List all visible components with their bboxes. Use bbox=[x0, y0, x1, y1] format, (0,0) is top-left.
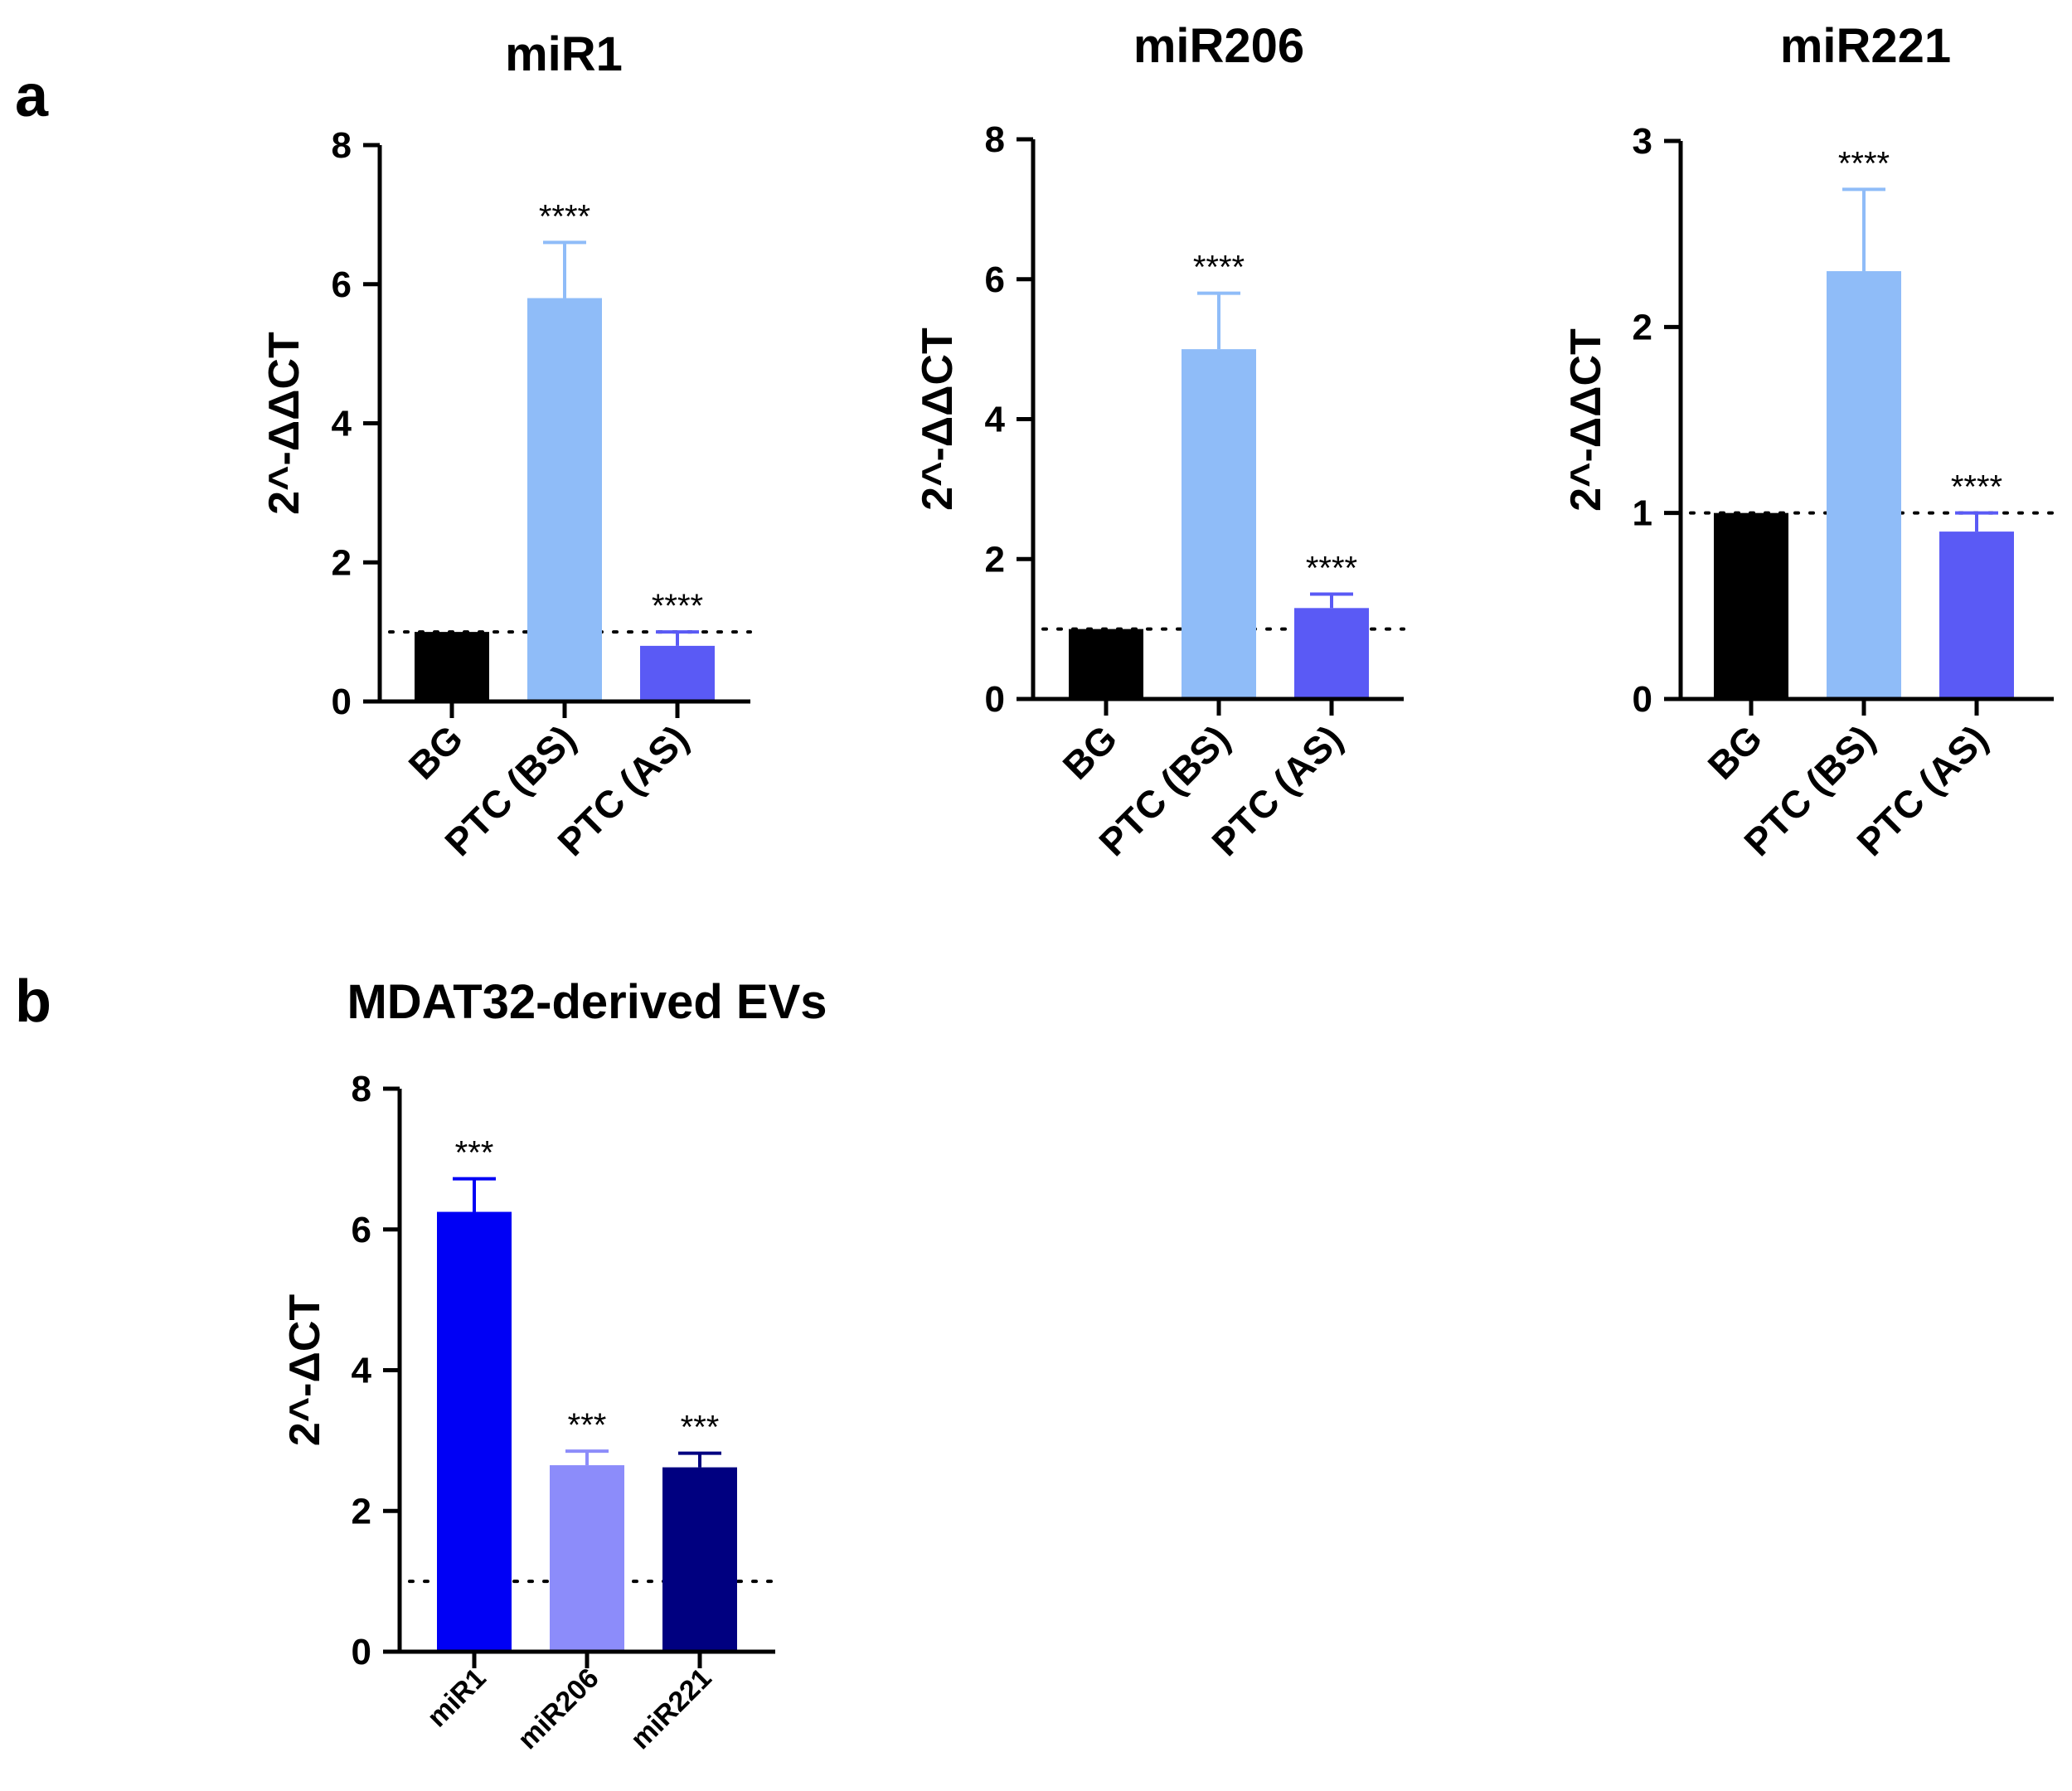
chart3-y-tick-label-1: 0 bbox=[1633, 679, 1652, 720]
chart2-category-label-1: BG bbox=[1055, 716, 1126, 788]
chart4-significance-2: *** bbox=[568, 1407, 607, 1444]
chart2-bar-2 bbox=[1182, 349, 1256, 699]
chart3-bar-2 bbox=[1827, 271, 1901, 699]
chart4-y-tick-label-4: 6 bbox=[352, 1210, 371, 1250]
chart4-y-tick-label-5: 8 bbox=[352, 1069, 371, 1109]
chart1-title: miR1 bbox=[505, 27, 623, 81]
chart3-y-tick-label-2: 1 bbox=[1633, 493, 1652, 534]
chart4-y-tick-label-2: 2 bbox=[352, 1491, 371, 1531]
chart4-significance-3: *** bbox=[681, 1410, 720, 1446]
chart2-y-tick-label-5: 8 bbox=[985, 119, 1005, 160]
chart2-significance-2: **** bbox=[1193, 250, 1245, 286]
chart1-category-label-1: BG bbox=[400, 716, 472, 788]
chart4-y-tick-label-1: 0 bbox=[352, 1632, 371, 1672]
chart1-y-tick-label-1: 0 bbox=[332, 682, 352, 722]
chart4-category-label-3: miR221 bbox=[624, 1662, 717, 1755]
chart1-bar-1 bbox=[415, 632, 489, 701]
chart2-significance-3: **** bbox=[1306, 550, 1357, 586]
chart1-y-tick-label-3: 4 bbox=[332, 404, 352, 444]
chart2-title: miR206 bbox=[1133, 19, 1304, 73]
chart3-y-tick-label-4: 3 bbox=[1633, 121, 1652, 162]
chart1-bar-2 bbox=[527, 298, 602, 701]
chart4-bar-3 bbox=[662, 1467, 737, 1652]
chart4-category-label-1: miR1 bbox=[421, 1662, 493, 1734]
chart4-significance-1: *** bbox=[455, 1135, 494, 1172]
chart2-y-tick-label-4: 6 bbox=[985, 260, 1005, 300]
chart4-title: MDAT32-derived EVs bbox=[347, 975, 827, 1029]
chart3-category-label-1: BG bbox=[1700, 716, 1771, 788]
chart2-bar-3 bbox=[1294, 608, 1369, 699]
chart3-y-tick-label-3: 2 bbox=[1633, 307, 1652, 347]
chart1-significance-3: **** bbox=[652, 588, 703, 624]
chart2-y-tick-label-1: 0 bbox=[985, 679, 1005, 720]
chart1-y-tick-label-5: 8 bbox=[332, 125, 352, 166]
chart4-bar-1 bbox=[437, 1211, 512, 1652]
chart2-y-tick-label-3: 4 bbox=[985, 400, 1006, 440]
chart4-category-label-2: miR206 bbox=[512, 1662, 604, 1755]
chart4-bar-2 bbox=[550, 1465, 624, 1652]
chart1-y-tick-label-4: 6 bbox=[332, 265, 352, 305]
chart1-y-axis-label: 2^-ΔΔCT bbox=[260, 332, 308, 515]
chart3-bar-1 bbox=[1714, 512, 1788, 699]
chart3-title: miR221 bbox=[1780, 19, 1951, 73]
chart3-bar-3 bbox=[1939, 531, 2014, 699]
chart3-significance-2: **** bbox=[1838, 145, 1890, 182]
chart1-bar-3 bbox=[640, 645, 715, 701]
panel-letter-b: b bbox=[15, 968, 51, 1035]
chart4-y-axis-label: 2^-ΔCT bbox=[281, 1294, 329, 1447]
chart2-y-tick-label-2: 2 bbox=[985, 539, 1005, 580]
chart3-y-axis-label: 2^-ΔΔCT bbox=[1562, 328, 1610, 512]
chart3-significance-3: **** bbox=[1951, 469, 2002, 506]
panel-letter-a: a bbox=[15, 63, 49, 129]
chart4-y-tick-label-3: 4 bbox=[352, 1351, 372, 1391]
chart2-y-axis-label: 2^-ΔΔCT bbox=[914, 328, 962, 511]
chart2-bar-1 bbox=[1069, 629, 1143, 699]
chart1-significance-2: **** bbox=[539, 198, 590, 235]
chart1-y-tick-label-2: 2 bbox=[332, 542, 352, 583]
